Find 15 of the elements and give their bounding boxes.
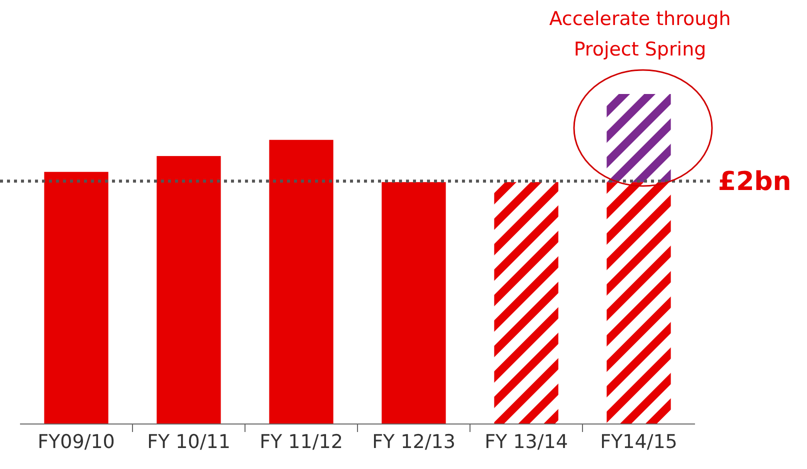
ref-line-label: £2bn <box>718 167 792 198</box>
bar <box>156 156 221 424</box>
bar <box>269 140 334 424</box>
bar <box>606 94 671 182</box>
x-tick-label: FY 11/12 <box>260 430 343 453</box>
bar <box>606 182 671 424</box>
bar <box>494 182 558 424</box>
x-tick-label: FY 10/11 <box>147 430 230 453</box>
x-tick-label: FY09/10 <box>38 430 115 453</box>
text: Accelerate through Project Spring <box>549 8 731 60</box>
x-tick-label: FY 12/13 <box>372 430 456 453</box>
bar <box>382 182 446 424</box>
x-tick-label: FY 13/14 <box>484 430 568 453</box>
x-tick-label: FY14/15 <box>600 430 678 453</box>
bar <box>44 172 108 424</box>
